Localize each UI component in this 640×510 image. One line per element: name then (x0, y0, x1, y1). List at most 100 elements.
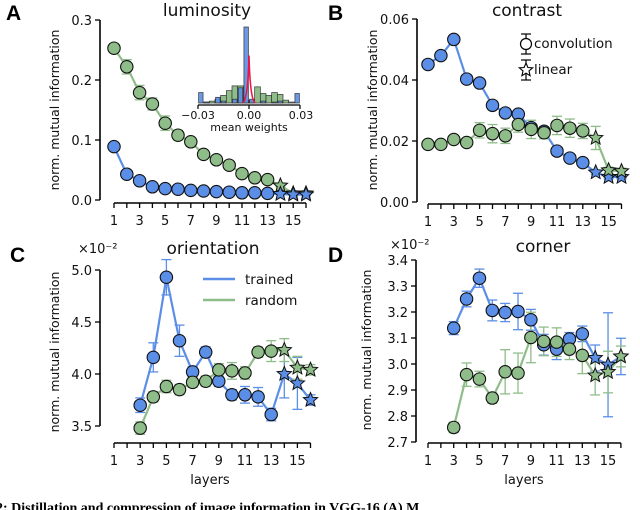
inset-random-bar (288, 101, 295, 104)
panel-d-xlabel: layers (504, 473, 544, 488)
panel-d-trained-point (524, 313, 538, 327)
panel-c-trained-star-point (275, 365, 293, 382)
panel-b-xtick-label: 1 (424, 215, 432, 230)
panel-c-trained-point (198, 345, 213, 359)
panel-d-random-point (459, 367, 474, 382)
panel-c-ytick-label: 3.5 (71, 420, 92, 435)
panel-c-random-point (251, 345, 265, 359)
panel-d-random-point (536, 334, 551, 349)
panel-d-xtick-label: 15 (600, 454, 617, 469)
panel-a-trained-point (248, 186, 262, 200)
inset-trained-bar (198, 92, 204, 104)
inset-trained-bar (294, 93, 300, 104)
panel-b-trained-star-point (587, 163, 605, 180)
panel-b-xtick-label: 13 (575, 215, 592, 230)
panel-d-trained-star-point (586, 349, 604, 366)
panel-a-ytick-label: 0.0 (71, 194, 92, 209)
panel-b-random-point (576, 124, 590, 138)
panel-b-trained-point (576, 155, 590, 170)
panel-a-random-point (248, 171, 262, 185)
panel-c-xtick-label: 3 (136, 454, 144, 469)
panel-b-random-point (434, 137, 448, 152)
inset-xtick-label: 0.00 (237, 109, 262, 122)
panel-a-trained-point (209, 184, 224, 199)
panel-c-random-star-point (302, 360, 319, 377)
panel-b-random-point (498, 129, 513, 143)
panel-a-xtick-label: 3 (135, 214, 143, 229)
legend-label-random: random (245, 293, 297, 309)
panel-c-trained-point (172, 333, 187, 348)
panel-a-xtick-label: 11 (234, 214, 251, 229)
inset-random-bar (225, 90, 233, 104)
panel-b-trained-point (472, 76, 487, 90)
panel-c-random-point (264, 344, 278, 358)
panel-d-ytick-label: 2.7 (387, 436, 408, 451)
panel-c-trained-point (238, 388, 252, 402)
panel-d-random-point (562, 342, 577, 356)
panel-d-trained-point (446, 321, 461, 335)
panel-d-random-point (498, 365, 512, 379)
panel-d-trained-point (459, 292, 474, 306)
panel-d-ytick-label: 2.9 (387, 384, 408, 399)
panel-d-random-point (524, 330, 538, 345)
panel-c-random-star-point (289, 359, 306, 375)
panel-a-xtick-label: 13 (259, 214, 276, 229)
panel-a-trained-point (260, 186, 275, 201)
panel-b-trained-point (485, 98, 500, 113)
inset-random-bar (208, 100, 216, 104)
panel-c-ylabel: norm. mutual information (47, 272, 62, 433)
panel-b-xtick-label: 7 (501, 215, 509, 230)
panel-b-trained-point (459, 72, 474, 86)
panel-d-title: corner (516, 237, 571, 257)
panel-d-ytick-label: 3.1 (387, 332, 408, 347)
panel-b-trained-line (427, 37, 622, 179)
panel-c-trained-point (225, 388, 239, 402)
panel-a-title: luminosity (163, 1, 251, 21)
legend-label-linear: linear (534, 62, 573, 78)
panel-b-trained-point (447, 32, 461, 47)
panel-a-xtick-label: 1 (110, 214, 118, 229)
panel-a-trained-point (107, 139, 121, 154)
inset-random-bar (282, 99, 290, 104)
panel-a-xtick-label: 5 (161, 214, 169, 229)
panel-a-trained-point (145, 180, 160, 194)
panel-a-trained-star-point (297, 185, 315, 202)
panel-d-xtick-label: 9 (527, 454, 535, 469)
panel-a-random-point (132, 85, 147, 100)
panel-c-trained-point (251, 390, 265, 404)
panel-d-trained-point (498, 305, 512, 320)
panel-c-xtick-label: 7 (188, 454, 196, 469)
panel-b-xtick-label: 15 (600, 215, 617, 230)
panel-a-random-point (120, 60, 134, 74)
panel-c-random-point (225, 364, 239, 378)
panel-d-trained-point (575, 327, 590, 341)
inset-trained-bar (215, 96, 221, 104)
panel-c-trained-point (212, 374, 226, 389)
panel-letter-d: D (328, 244, 343, 267)
panel-c-trained-point (264, 407, 278, 422)
panel-c-xtick-label: 5 (162, 454, 170, 469)
panel-c-ytick-label: 4.5 (71, 316, 92, 331)
panel-a-trained-point (132, 174, 147, 188)
panel-c-trained-point (146, 350, 161, 365)
panel-d-random-star-point (586, 366, 604, 383)
panel-a-ylabel: norm. mutual information (47, 30, 62, 191)
panel-d-random-star-point (612, 347, 630, 364)
legend-label-convolution: convolution (534, 36, 613, 52)
panel-b-random-line (428, 123, 622, 173)
panel-a-random-point (235, 166, 249, 181)
panel-c-trained-line (139, 277, 312, 417)
panel-a-random-point (107, 41, 121, 55)
panel-b-random-star-point (613, 162, 630, 179)
panel-d-ytick-label: 3.4 (387, 254, 408, 269)
panel-c-xtick-label: 15 (289, 454, 306, 469)
legend-linear-star-icon (517, 61, 535, 77)
panel-b-random-point (563, 121, 577, 135)
inset-xtick-label: 0.03 (289, 109, 314, 122)
panel-b-ytick-label: 0.00 (380, 196, 409, 211)
panel-d-trained-point (485, 303, 500, 318)
panel-c-xtick-label: 13 (263, 454, 280, 469)
inset-trained-bar (220, 100, 227, 104)
panel-c-xtick-label: 11 (237, 454, 254, 469)
panel-d-ytick-label: 3.3 (387, 280, 408, 295)
